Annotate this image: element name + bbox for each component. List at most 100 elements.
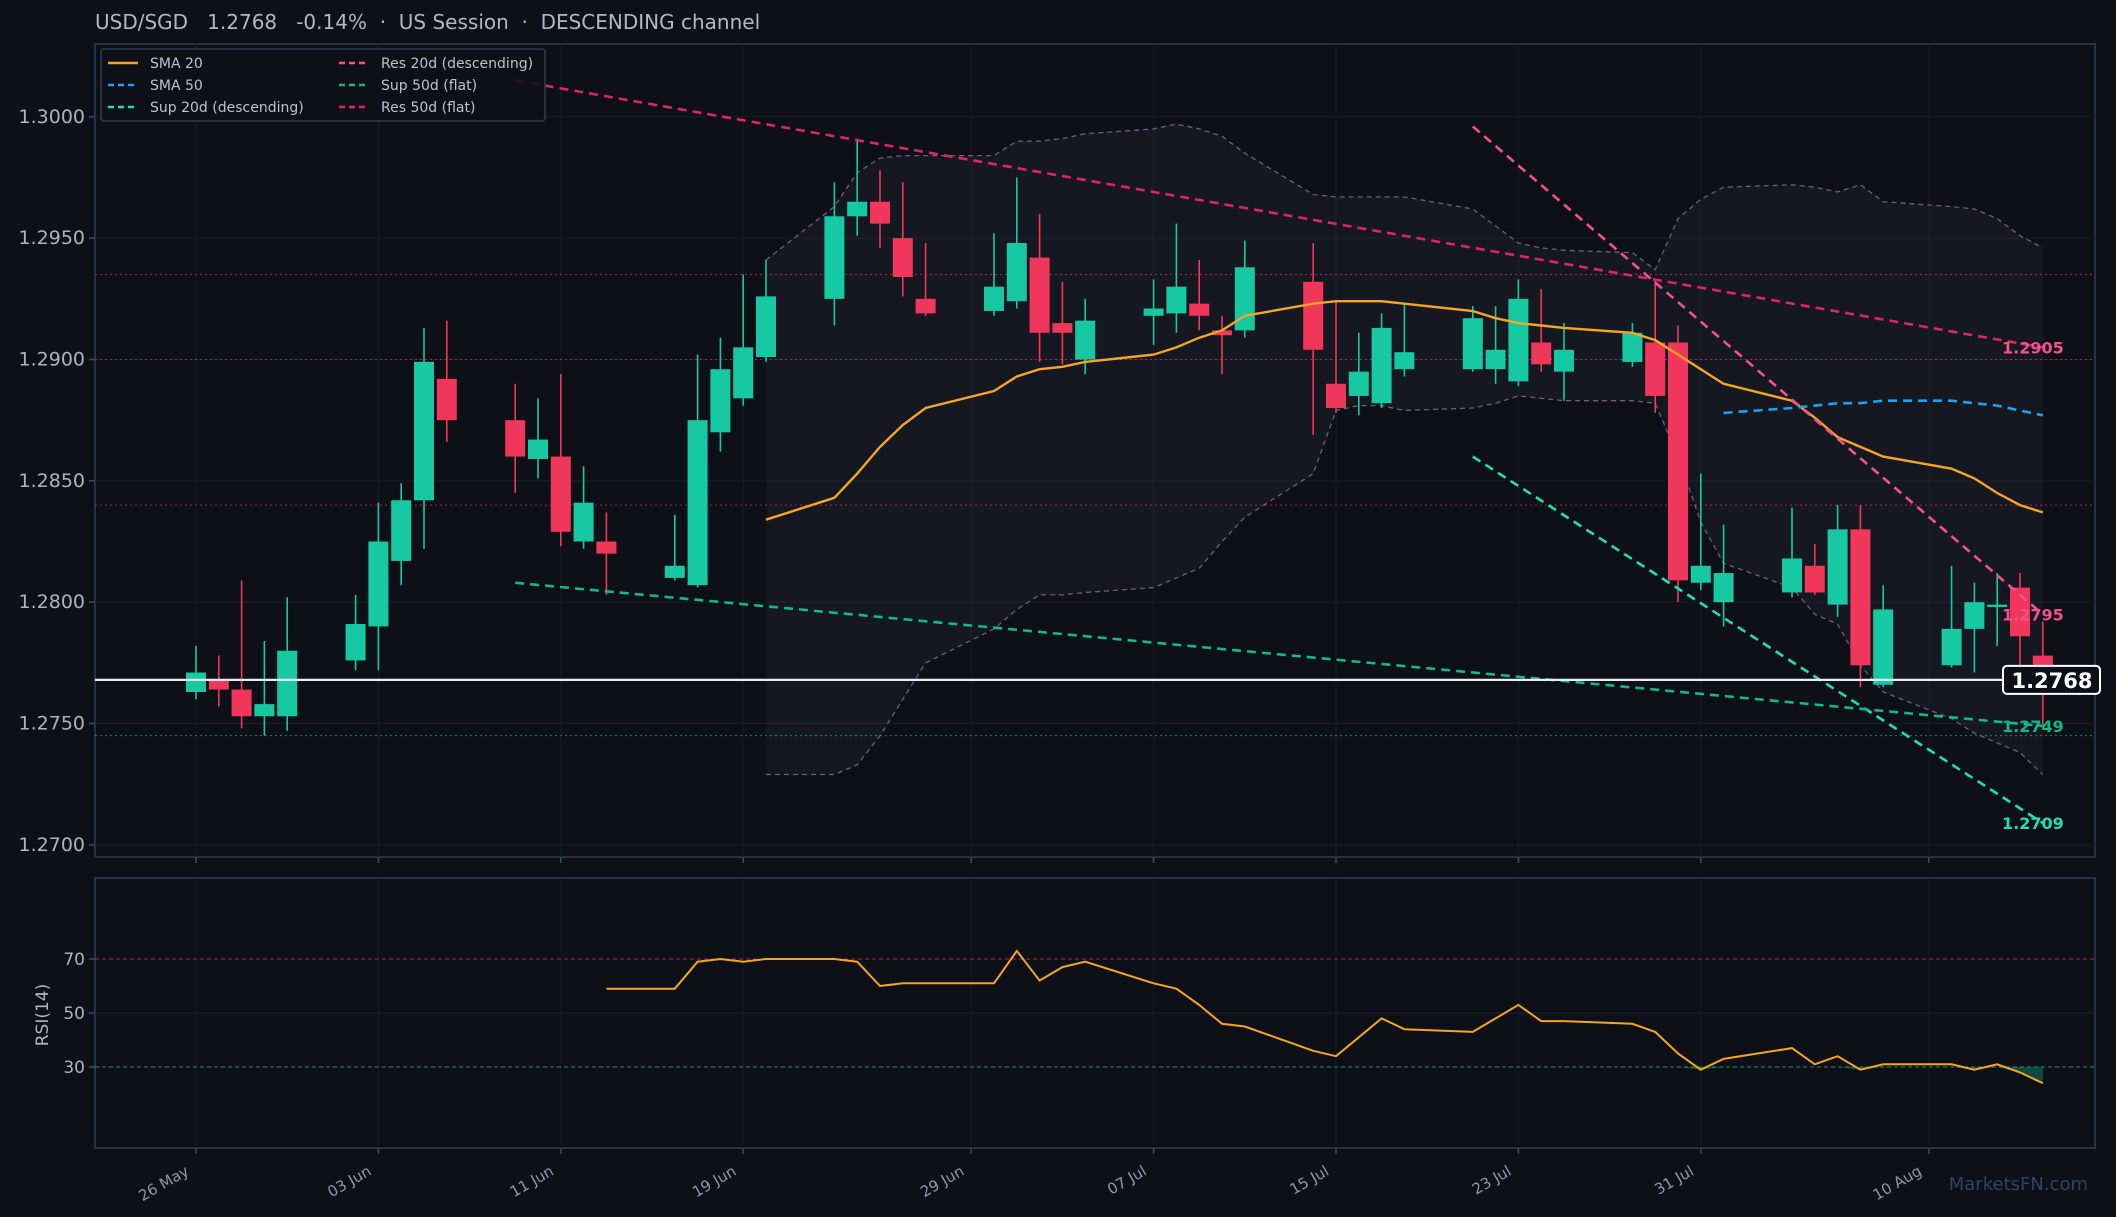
legend-label: Res 50d (flat) — [381, 100, 475, 116]
x-tick-label: 29 Jun — [917, 1162, 967, 1201]
candle-body — [1394, 352, 1415, 370]
candle-body — [1029, 257, 1050, 333]
legend-label: Sup 20d (descending) — [150, 100, 304, 116]
candle-body — [436, 378, 457, 421]
level-label: 1.2709 — [2002, 814, 2064, 833]
candle-body — [1371, 327, 1392, 404]
candle-body — [1668, 342, 1688, 581]
current-price-label: 1.2768 — [2011, 669, 2092, 693]
separator: · — [379, 10, 387, 34]
candle-body — [596, 541, 617, 554]
candle-body — [1850, 529, 1871, 666]
level-label: 1.2795 — [2002, 605, 2064, 624]
rsi-axis-label: RSI(14) — [33, 984, 53, 1047]
candle-body — [391, 500, 412, 561]
candle-body — [1462, 318, 1483, 370]
candle-body — [277, 650, 298, 717]
bollinger-fill — [766, 124, 2043, 775]
candle-body — [733, 347, 754, 399]
candle-body — [1645, 342, 1666, 396]
channel-label: DESCENDING channel — [540, 10, 761, 34]
y-tick-label: 1.2850 — [19, 470, 85, 492]
candle-body — [1052, 323, 1073, 333]
candle-body — [528, 439, 548, 459]
x-tick-label: 23 Jul — [1469, 1162, 1514, 1199]
candle-body — [915, 298, 936, 314]
candle-body — [664, 565, 685, 578]
series-line-sup-50d-flat — [515, 581, 2043, 728]
candle-body — [892, 238, 913, 277]
candle-body — [984, 286, 1004, 311]
price-label: 1.2768 — [207, 10, 278, 34]
candle-body — [1827, 529, 1848, 605]
y-tick-label: 1.2750 — [19, 713, 85, 735]
candle-body — [345, 624, 366, 661]
rsi-oversold-fill — [1678, 1067, 1701, 1070]
candle-body — [1964, 602, 1985, 629]
candle-body — [756, 296, 776, 358]
candle-body — [1782, 558, 1802, 593]
candle-body — [1804, 565, 1825, 593]
watermark: MarketsFN.com — [1948, 1174, 2088, 1195]
series-line-sup-20d-descending — [1472, 455, 2044, 825]
rsi-tick-label: 70 — [63, 950, 85, 970]
level-label: 1.2905 — [2002, 338, 2064, 357]
y-tick-label: 1.2900 — [19, 348, 85, 370]
candle-body — [1873, 609, 1894, 685]
candle-body — [1508, 298, 1529, 382]
rsi-oversold-fill — [1997, 1067, 2020, 1073]
y-tick-label: 1.2800 — [19, 591, 85, 613]
candle-body — [710, 369, 731, 433]
candle-body — [1075, 320, 1096, 360]
candle-body — [1326, 383, 1346, 409]
y-tick-label: 1.2700 — [19, 834, 85, 856]
candle-body — [1303, 281, 1324, 350]
series-line-res-20d-descending — [1471, 125, 2044, 616]
candle-body — [414, 361, 434, 501]
candle-body — [1690, 565, 1711, 583]
candle-body — [1143, 308, 1164, 316]
candle-body — [1166, 286, 1187, 314]
x-tick-label: 11 Jun — [507, 1162, 557, 1201]
legend-label: Res 20d (descending) — [381, 56, 533, 72]
candle-body — [186, 672, 206, 692]
series-line-sma-20 — [765, 300, 2044, 521]
rsi-oversold-fill — [1837, 1067, 1861, 1070]
candle-body — [1348, 371, 1369, 396]
x-tick-label: 31 Jul — [1651, 1162, 1696, 1199]
candle-body — [1622, 332, 1643, 362]
chart-header: USD/SGD 1.2768 -0.14% · US Session · DES… — [95, 10, 760, 34]
candle-body — [368, 541, 389, 627]
candle-body — [847, 201, 868, 217]
y-tick-label: 1.3000 — [19, 106, 85, 128]
x-tick-label: 07 Jul — [1104, 1162, 1149, 1199]
current-price-box — [2002, 664, 2101, 695]
candle-body — [231, 689, 252, 717]
x-tick-label: 03 Jun — [324, 1162, 374, 1201]
change-label: -0.14% — [296, 10, 367, 34]
level-label: 1.2749 — [2002, 717, 2064, 736]
candle-body — [1554, 349, 1574, 372]
rsi-line — [606, 949, 2044, 1085]
candle-body — [870, 201, 890, 224]
candle-body — [1485, 349, 1506, 370]
x-tick-label: 15 Jul — [1287, 1162, 1332, 1199]
rsi-oversold-fill — [2020, 1067, 2043, 1084]
candle-body — [550, 456, 571, 532]
rsi-tick-label: 30 — [63, 1058, 85, 1078]
legend-label: SMA 20 — [150, 56, 203, 72]
candle-body — [824, 216, 845, 299]
candle-body — [505, 420, 526, 457]
legend: SMA 20 Res 20d (descending) SMA 50 Sup 50d … — [100, 48, 546, 122]
symbol-label: USD/SGD — [95, 10, 189, 34]
candle-body — [1713, 573, 1734, 603]
legend-label: SMA 50 — [150, 78, 203, 94]
candle-body — [1189, 303, 1210, 316]
series-line-res-50d-flat — [514, 79, 2044, 349]
x-tick-label: 10 Aug — [1870, 1162, 1925, 1204]
y-tick-label: 1.2950 — [19, 227, 85, 249]
candle-body — [254, 704, 275, 717]
candle-body — [1941, 628, 1962, 666]
candle-body — [1531, 342, 1552, 365]
candle-body — [573, 502, 594, 542]
